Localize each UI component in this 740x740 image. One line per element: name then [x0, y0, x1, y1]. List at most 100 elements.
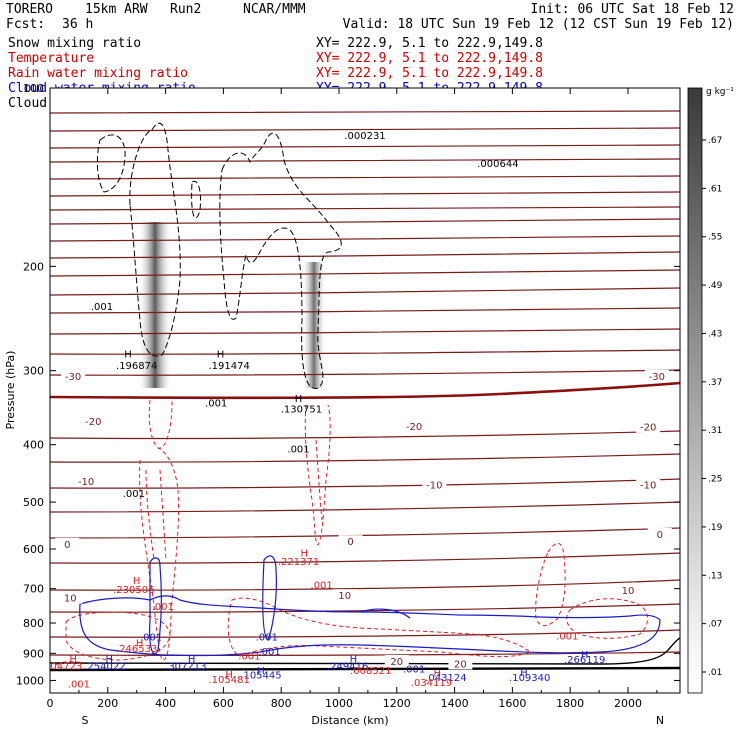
field-xy: XY= 222.9, 5.1 to 222.9,149.8 [316, 51, 543, 66]
y-tick-label: 900 [23, 647, 44, 660]
isotherm-label-bg [644, 369, 669, 382]
isotherm-label-bg [338, 535, 363, 548]
forecast-hour: 36 h [62, 17, 93, 32]
contour-annotation: .001 [91, 302, 113, 313]
isotherm-label-bg [74, 475, 99, 488]
colorbar-label: .01 [708, 668, 722, 678]
contour-annotation: .191474 [208, 361, 249, 372]
contour-annotation: .130751 [281, 405, 322, 416]
x-tick-label: 1600 [498, 697, 526, 710]
isotherm-label: 10 [64, 594, 77, 605]
contour-annotation: .105481 [208, 675, 249, 686]
colorbar-ticks: .01 .07 .13 .19 .25 .31 .37 .43 .49 .55 .61 .67 [702, 136, 723, 678]
y-tick-label: 200 [23, 260, 44, 273]
isotherm-label: 0 [347, 537, 353, 548]
plot-area: -30 -30 -20 -20 -20 -10 -10 -10 0 0 0 10 10 10 20 20 .0… [4, 82, 681, 727]
isotherm-label: -20 [640, 423, 656, 434]
model-center: NCAR/MMM [243, 2, 306, 17]
y-tick-label: 400 [23, 439, 44, 452]
model-run: Run2 [170, 2, 201, 17]
isotherm-label-bg [402, 420, 427, 433]
isotherm-label-bg [422, 478, 447, 491]
contour-annotation: .196874 [116, 361, 157, 372]
colorbar-label: .25 [708, 475, 722, 485]
snow-contours [96, 122, 342, 389]
contour-annotation: .221371 [278, 557, 319, 568]
contour-annotation: .008521 [350, 666, 391, 677]
contour-annotation: H [295, 394, 303, 405]
x-tick-label: 200 [97, 697, 118, 710]
init-time: Init: 06 UTC Sat 18 Feb 12 [531, 2, 735, 17]
colorbar-units: g kg⁻¹ [706, 87, 734, 97]
contour-annotation: H [133, 576, 141, 587]
colorbar-label: .49 [708, 281, 723, 291]
contour-annotation: H [581, 650, 589, 661]
contour-annotation: H [69, 654, 77, 665]
isotherm-labels: -30 -30 -20 -20 -20 -10 -10 -10 0 0 0 10 10 10 20 20 [55, 369, 672, 670]
model-resolution: 15km ARW [85, 2, 148, 17]
contour-annotation: .001 [68, 679, 90, 690]
contour-annotation: H [433, 669, 441, 680]
isotherm-label-bg [636, 478, 661, 491]
isotherm-label: -10 [78, 477, 94, 488]
contour-annotation: .266119 [564, 655, 605, 666]
colorbar-label: .37 [708, 378, 722, 388]
terrain-surface [50, 666, 680, 672]
zero-degree-isotherm [50, 381, 680, 400]
isotherm-label-bg [55, 537, 80, 550]
contour-annotation: .043124 [425, 673, 466, 684]
temperature-isotherms [50, 110, 680, 656]
contour-annotation: .001 [311, 581, 333, 592]
contour-annotation: H [136, 638, 144, 649]
colorbar-label: .61 [708, 184, 722, 194]
isotherm-label-bg [615, 584, 640, 597]
isotherm-label: 10 [338, 591, 351, 602]
contour-annotation: .034119 [411, 678, 452, 689]
x-tick-label: 800 [271, 697, 292, 710]
colorbar: .01 .07 .13 .19 .25 .31 .37 .43 .49 .55 .61 .67 g k… [687, 87, 734, 694]
contour-annotation: .246533 [116, 644, 157, 655]
isotherm-label: 20 [390, 657, 403, 668]
y-tick-label: 700 [23, 583, 44, 596]
snow-shading-core-left [138, 222, 172, 388]
contour-annotation: .105445 [240, 671, 281, 682]
y-tick-label: 1000 [16, 674, 44, 687]
isotherm-label: -10 [426, 481, 442, 492]
isotherm-label: -30 [649, 372, 665, 383]
contour-annotation: H [217, 349, 225, 360]
contour-annotation: .249416 [327, 661, 368, 672]
contour-annotation: .001 [238, 651, 260, 662]
colorbar-label: .07 [708, 620, 722, 630]
isotherm-label-bg [81, 415, 106, 428]
contour-annotation: H [105, 654, 113, 665]
x-tick-label: 1800 [556, 697, 584, 710]
contour-annotation: .001 [403, 665, 425, 676]
isotherm-label: -20 [406, 422, 422, 433]
y-axis-label: Pressure (hPa) [4, 351, 17, 430]
contour-annotation: .000231 [344, 131, 385, 142]
colorbar-label: .43 [708, 329, 722, 339]
x-tick-label: 2000 [614, 697, 642, 710]
field-xy: XY= 222.9, 5.1 to 222.9,149.8 [316, 66, 543, 81]
contour-annotation: .001 [205, 399, 227, 410]
isotherm-label-bg [58, 591, 83, 604]
x-tick-label: 0 [47, 697, 54, 710]
x-tick-label: 600 [213, 697, 234, 710]
isotherm-label-bg [384, 654, 409, 667]
isotherm-label-bg [647, 528, 672, 541]
isotherm-label-bg [61, 369, 86, 382]
isotherm-label: -30 [65, 372, 81, 383]
field-name: Rain water mixing ratio [8, 66, 188, 81]
colorbar-label: .31 [708, 426, 722, 436]
contour-annotation: H [350, 654, 358, 665]
contour-annotation: .001 [123, 489, 145, 500]
colorbar-label: .13 [708, 571, 722, 581]
isotherm-label-bg [332, 589, 357, 602]
x-tick-label: 1000 [325, 697, 353, 710]
x-tick-label: 400 [155, 697, 176, 710]
snow-shading-core-right [302, 262, 326, 388]
contour-annotation: .001 [259, 647, 281, 658]
